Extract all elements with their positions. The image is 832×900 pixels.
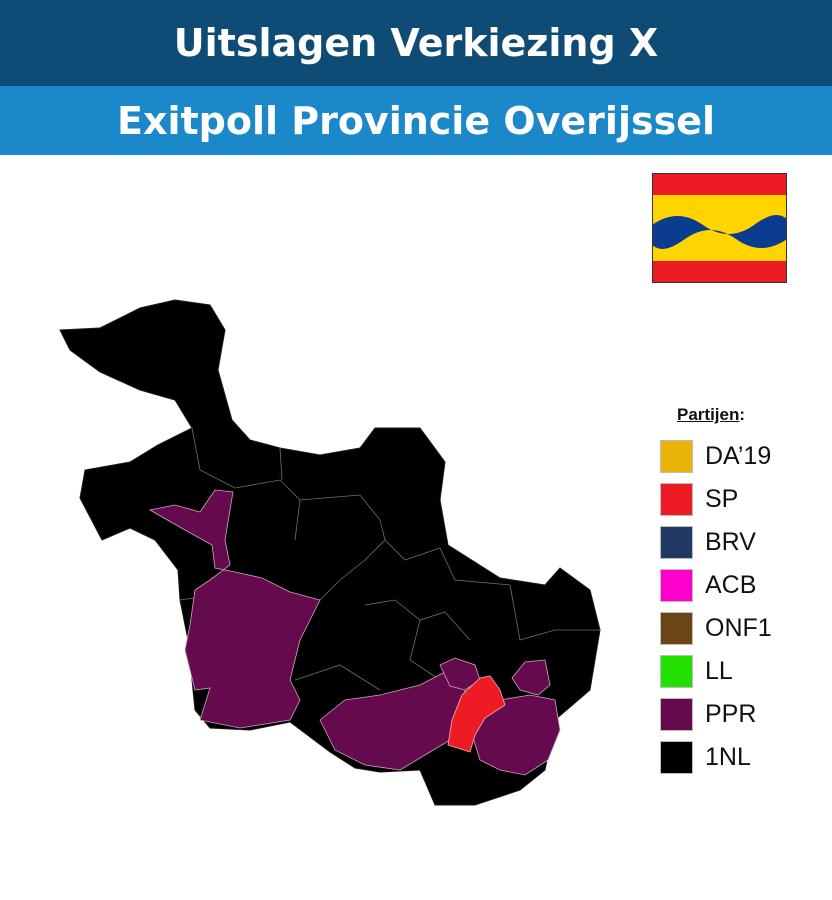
legend-swatch [660, 569, 693, 602]
legend-swatch [660, 526, 693, 559]
legend-item: 1NL [660, 736, 830, 779]
legend-label: SP [705, 485, 739, 513]
legend-title: Partijen: [677, 405, 746, 424]
map-region-sp [447, 675, 506, 753]
legend-item: BRV [660, 521, 830, 564]
legend-item: SP [660, 478, 830, 521]
legend-swatch [660, 741, 693, 774]
overijssel-flag [652, 173, 787, 283]
map-region-ppr-west [148, 489, 321, 729]
legend-items: DA’19 SP BRV ACB ONF1 LL PPR 1NL [660, 435, 830, 779]
legend-label: DA’19 [705, 442, 772, 470]
legend-item: ONF1 [660, 607, 830, 650]
province-map [59, 299, 601, 806]
legend-swatch [660, 440, 693, 473]
map-region-ppr-small [511, 659, 551, 696]
legend-swatch [660, 612, 693, 645]
legend-swatch [660, 655, 693, 688]
page-title: Uitslagen Verkiezing X [173, 21, 659, 65]
legend-label: LL [705, 657, 733, 685]
legend-swatch [660, 698, 693, 731]
legend-label: BRV [705, 528, 756, 556]
legend: Partijen: DA’19 SP BRV ACB ONF1 LL PPR 1NL [660, 405, 830, 779]
header-subtitle-bar: Exitpoll Provincie Overijssel [0, 86, 832, 155]
legend-item: DA’19 [660, 435, 830, 478]
municipal-borders [179, 427, 600, 691]
legend-swatch [660, 483, 693, 516]
legend-label: ACB [705, 571, 757, 599]
page-subtitle: Exitpoll Provincie Overijssel [116, 98, 716, 143]
header-title-bar: Uitslagen Verkiezing X [0, 0, 832, 86]
legend-item: ACB [660, 564, 830, 607]
legend-label: ONF1 [705, 614, 772, 642]
legend-label: PPR [705, 700, 757, 728]
legend-label: 1NL [705, 743, 751, 771]
legend-item: LL [660, 650, 830, 693]
legend-item: PPR [660, 693, 830, 736]
